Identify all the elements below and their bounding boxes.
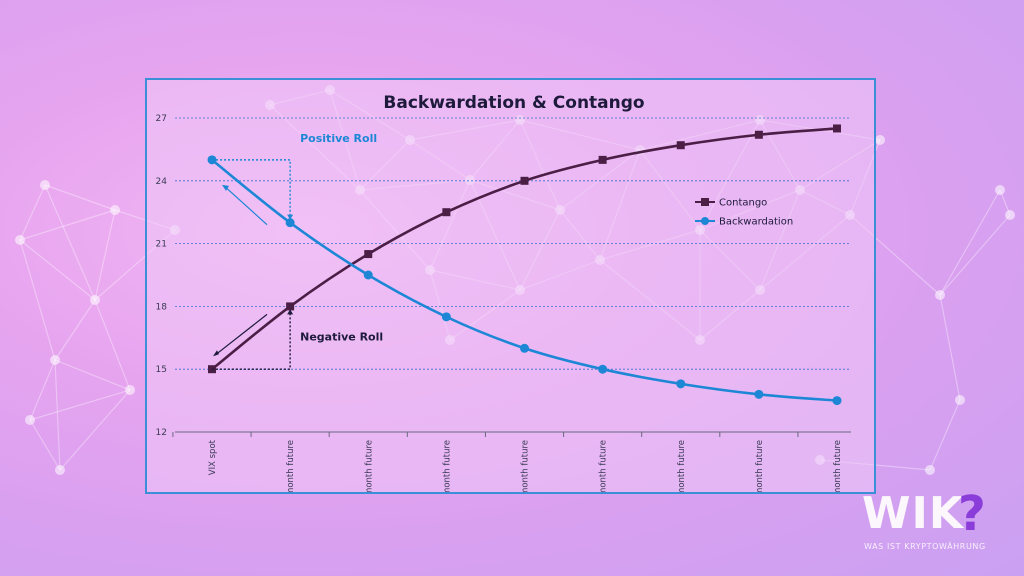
legend-marker: [701, 217, 709, 225]
chart-title: Backwardation & Contango: [383, 93, 644, 113]
data-point: [598, 364, 608, 374]
y-tick-label: 15: [156, 365, 167, 375]
positive-roll-arrowhead: [287, 214, 294, 220]
y-tick-label: 27: [156, 114, 167, 124]
series-backwardation: [207, 155, 842, 406]
legend: Contango Backwardation: [695, 198, 793, 228]
y-tick-label: 21: [156, 240, 167, 250]
series-line-contango: [211, 127, 838, 371]
wik-logo: WIK ? WAS IST KRYPTOWÄHRUNG: [862, 486, 1012, 562]
x-tick-label: 1-month future: [286, 440, 296, 492]
series-layer: [207, 124, 842, 406]
data-point: [441, 312, 451, 322]
x-tick-label: 7-month future: [755, 440, 765, 492]
series-line-backwardation: [211, 158, 838, 402]
positive-roll-arrow: [223, 185, 268, 226]
data-point: [598, 155, 607, 164]
y-tick-label: 24: [156, 177, 168, 187]
x-tick-label: VIX spot: [208, 439, 218, 475]
legend-item-backwardation: Backwardation: [695, 217, 793, 228]
x-tick-label: 2-month future: [364, 440, 374, 492]
logo-text: WIK: [862, 488, 964, 539]
positive-roll-label: Positive Roll: [300, 132, 377, 145]
data-point: [832, 396, 842, 406]
annotations: Positive Roll Negative Roll: [212, 132, 383, 370]
data-point: [676, 379, 686, 389]
positive-roll-arrow-tip: [222, 184, 229, 191]
data-point: [364, 250, 373, 259]
x-tick-label: 5-month future: [599, 440, 609, 492]
y-tick-label: 12: [156, 428, 167, 438]
data-point: [286, 302, 295, 311]
negative-roll-label: Negative Roll: [300, 330, 383, 343]
chart-frame: 12 15 18 21 24 27 VIX spot 1-month future 2-mont…: [145, 78, 876, 494]
x-tick-label: 3-month future: [442, 440, 452, 492]
x-tick-label: 4-month future: [521, 440, 531, 492]
x-tick-label: 8-month future: [833, 440, 843, 492]
data-point: [754, 130, 763, 139]
data-point: [285, 218, 295, 228]
data-point: [676, 141, 685, 150]
data-point: [442, 208, 451, 217]
negative-roll-arrowhead: [287, 309, 294, 315]
legend-item-contango: Contango: [695, 198, 767, 209]
data-point: [520, 343, 529, 353]
y-tick-label: 18: [156, 302, 168, 312]
data-point: [363, 270, 373, 280]
x-tick-label: 6-month future: [677, 440, 687, 492]
legend-label: Contango: [719, 198, 767, 209]
logo-question-mark: ?: [958, 486, 986, 542]
axes: 12 15 18 21 24 27 VIX spot 1-month future 2-mont…: [156, 114, 851, 492]
data-point: [754, 389, 764, 399]
logo-tagline: WAS IST KRYPTOWÄHRUNG: [864, 542, 986, 551]
negative-roll-arrow: [214, 313, 268, 356]
data-point: [833, 124, 841, 133]
data-point: [520, 176, 529, 185]
legend-marker: [701, 198, 709, 206]
line-chart: 12 15 18 21 24 27 VIX spot 1-month future 2-mont…: [156, 93, 851, 492]
grid-lines: [175, 117, 851, 370]
legend-label: Backwardation: [719, 217, 793, 228]
negative-roll-arrow-tip: [213, 350, 219, 357]
